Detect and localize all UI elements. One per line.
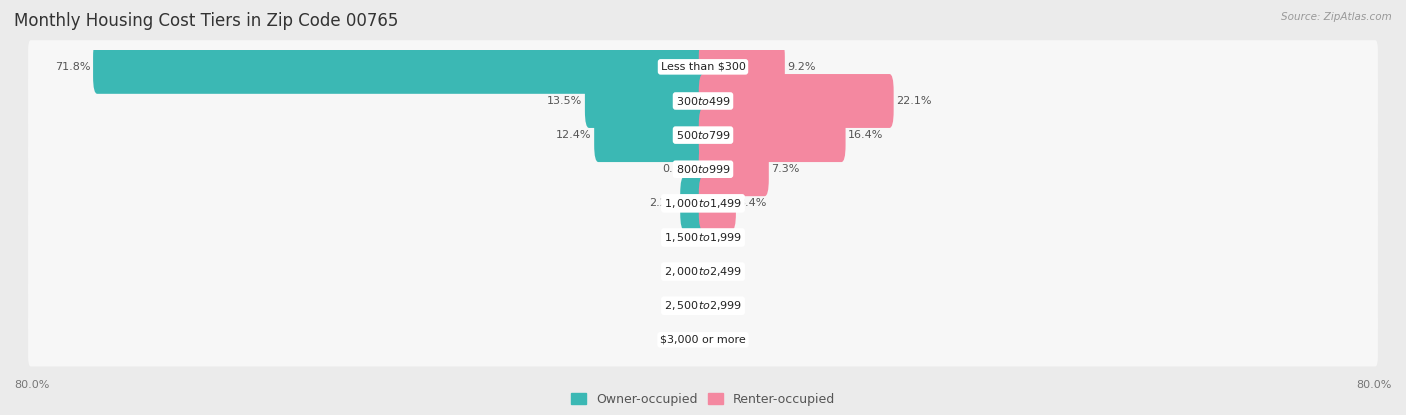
FancyBboxPatch shape [28, 177, 1378, 230]
Text: $300 to $499: $300 to $499 [675, 95, 731, 107]
Text: 0.0%: 0.0% [716, 301, 744, 311]
Text: Less than $300: Less than $300 [661, 62, 745, 72]
FancyBboxPatch shape [28, 108, 1378, 162]
Text: 7.3%: 7.3% [772, 164, 800, 174]
FancyBboxPatch shape [28, 279, 1378, 332]
FancyBboxPatch shape [28, 245, 1378, 298]
FancyBboxPatch shape [595, 108, 707, 162]
FancyBboxPatch shape [28, 40, 1378, 93]
FancyBboxPatch shape [681, 176, 707, 230]
FancyBboxPatch shape [585, 74, 707, 128]
Text: 0.0%: 0.0% [716, 232, 744, 242]
Text: 0.0%: 0.0% [662, 335, 690, 345]
FancyBboxPatch shape [28, 143, 1378, 196]
FancyBboxPatch shape [699, 40, 785, 94]
Text: 80.0%: 80.0% [1357, 380, 1392, 390]
Text: $2,000 to $2,499: $2,000 to $2,499 [664, 265, 742, 278]
Text: 0.0%: 0.0% [662, 232, 690, 242]
Text: $2,500 to $2,999: $2,500 to $2,999 [664, 299, 742, 312]
FancyBboxPatch shape [28, 211, 1378, 264]
Text: 12.4%: 12.4% [557, 130, 592, 140]
FancyBboxPatch shape [28, 313, 1378, 366]
Text: $3,000 or more: $3,000 or more [661, 335, 745, 345]
Text: 13.5%: 13.5% [547, 96, 582, 106]
FancyBboxPatch shape [699, 108, 845, 162]
Text: 16.4%: 16.4% [848, 130, 883, 140]
Text: 0.0%: 0.0% [662, 266, 690, 276]
Text: 80.0%: 80.0% [14, 380, 49, 390]
Text: 0.0%: 0.0% [662, 301, 690, 311]
FancyBboxPatch shape [699, 142, 769, 196]
Text: 0.0%: 0.0% [716, 335, 744, 345]
FancyBboxPatch shape [699, 176, 735, 230]
Text: 22.1%: 22.1% [896, 96, 932, 106]
Text: $800 to $999: $800 to $999 [675, 163, 731, 175]
Text: 0.0%: 0.0% [662, 164, 690, 174]
FancyBboxPatch shape [699, 74, 894, 128]
Text: 2.2%: 2.2% [650, 198, 678, 208]
Text: $500 to $799: $500 to $799 [675, 129, 731, 141]
Legend: Owner-occupied, Renter-occupied: Owner-occupied, Renter-occupied [571, 393, 835, 406]
Text: 71.8%: 71.8% [55, 62, 90, 72]
Text: 3.4%: 3.4% [738, 198, 766, 208]
FancyBboxPatch shape [28, 74, 1378, 127]
FancyBboxPatch shape [93, 40, 707, 94]
Text: Source: ZipAtlas.com: Source: ZipAtlas.com [1281, 12, 1392, 22]
Text: 0.0%: 0.0% [716, 266, 744, 276]
Text: Monthly Housing Cost Tiers in Zip Code 00765: Monthly Housing Cost Tiers in Zip Code 0… [14, 12, 398, 30]
Text: $1,000 to $1,499: $1,000 to $1,499 [664, 197, 742, 210]
Text: 9.2%: 9.2% [787, 62, 815, 72]
Text: $1,500 to $1,999: $1,500 to $1,999 [664, 231, 742, 244]
